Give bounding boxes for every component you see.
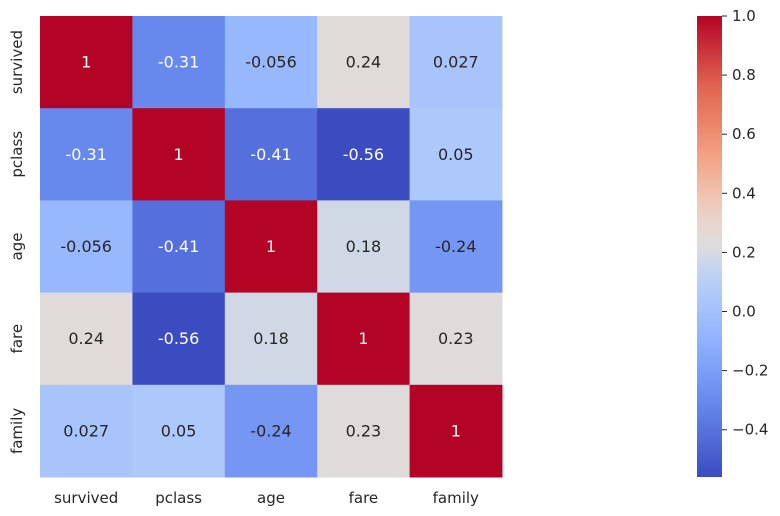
heatmap-cell [409,200,503,294]
cell-value-label: 1 [174,145,184,164]
cell-value-label: 0.05 [438,145,474,164]
cell-value-label: 0.24 [346,53,382,72]
heatmap-cell [224,200,318,294]
heatmap-cell [317,108,411,201]
cell-value-label: 0.18 [253,329,289,348]
heatmap-cell [40,16,133,109]
cell-value-label: 1 [451,421,461,440]
cell-value-label: 0.18 [346,237,382,256]
colorbar-tick-label: 1.0 [732,7,756,25]
cell-value-label: 0.027 [433,53,479,72]
x-tick-label: age [257,489,285,507]
heatmap-cell [40,384,133,478]
cell-value-label: -0.41 [158,237,199,256]
heatmap-cell [409,108,503,201]
heatmap-cell [317,200,411,294]
heatmap-cell [40,108,133,201]
cell-value-label: 1 [358,329,368,348]
x-tick-label: fare [349,489,379,507]
heatmap-cell [132,292,226,386]
colorbar-tick-label: 0.4 [732,184,756,202]
cell-value-label: -0.31 [158,53,199,72]
heatmap-cell [132,108,226,201]
y-tick-label: family [8,408,26,454]
colorbar-tick-label: −0.2 [732,362,768,380]
cell-value-label: -0.41 [250,145,291,164]
cell-value-label: 0.23 [438,329,474,348]
cell-value-label: 0.027 [63,421,109,440]
colorbar-tick-label: 0.0 [732,303,756,321]
x-tick-label: survived [54,489,118,507]
x-axis-tick-labels: survived pclass age fare family [54,489,479,507]
cell-value-label: -0.31 [65,145,106,164]
cell-value-label: -0.056 [245,53,297,72]
colorbar-tick-label: 0.2 [732,243,756,261]
cell-value-label: -0.056 [60,237,112,256]
cell-value-label: -0.56 [343,145,384,164]
heatmap-cell [409,292,503,386]
y-tick-label: pclass [8,131,26,178]
heatmap-cell [409,384,503,478]
heatmap-cell [224,384,318,478]
colorbar-tick-label: −0.4 [732,421,768,439]
cell-value-label: -0.24 [250,421,291,440]
heatmap-cell [317,16,411,109]
colorbar: 1.0 0.8 0.6 0.4 0.2 0.0 −0.2 −0.4 [697,7,768,477]
heatmap-cell [40,292,133,386]
heatmap-cell [317,292,411,386]
cell-value-label: 0.24 [68,329,104,348]
heatmap-cell [409,16,503,109]
heatmap-cell [317,384,411,478]
colorbar-gradient [697,16,722,477]
heatmap-cell [132,16,226,109]
heatmap-cell [224,292,318,386]
y-axis-tick-labels: survived pclass age fare family [8,30,26,454]
heatmap-cell [132,200,226,294]
cell-value-label: 1 [266,237,276,256]
y-tick-label: survived [8,30,26,94]
cell-value-label: -0.56 [158,329,199,348]
cell-value-label: 1 [81,53,91,72]
y-tick-label: fare [8,324,26,354]
colorbar-tick-label: 0.6 [732,125,756,143]
heatmap-cell [132,384,226,478]
y-tick-label: age [8,233,26,261]
x-tick-label: pclass [155,489,202,507]
cell-value-label: 0.05 [161,421,197,440]
cell-value-label: 0.23 [346,421,382,440]
heatmap-cell [40,200,133,294]
heatmap-cells: 1 -0.31 -0.056 0.24 0.027 -0.31 1 -0.41 -0.56 0.0… [40,16,503,478]
cell-value-label: -0.24 [435,237,476,256]
colorbar-tick-label: 0.8 [732,66,756,84]
heatmap-cell [224,16,318,109]
x-tick-label: family [433,489,479,507]
heatmap-cell [224,108,318,201]
